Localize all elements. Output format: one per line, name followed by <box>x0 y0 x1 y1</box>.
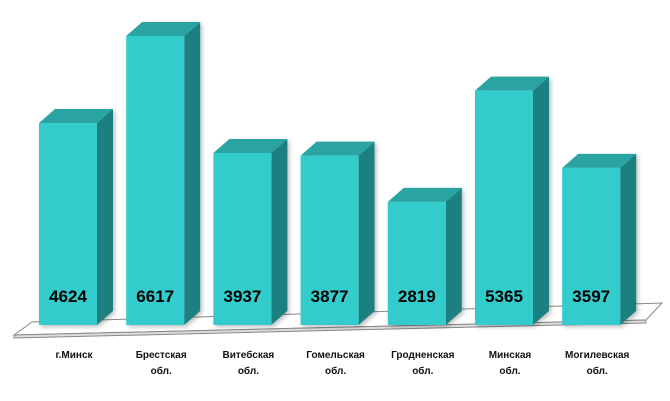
category-label-line: Витебская <box>223 349 275 361</box>
category-label-line: обл. <box>412 365 433 377</box>
category-label-line: обл. <box>587 365 608 377</box>
bar-top <box>300 141 375 156</box>
category-label-line: Гродненская <box>391 350 454 361</box>
bar <box>475 76 549 325</box>
bar-side <box>620 153 637 325</box>
bars <box>39 22 637 325</box>
bar-value-label: 2819 <box>398 287 436 306</box>
bar-front <box>39 123 97 325</box>
bar <box>300 141 375 325</box>
bar-front <box>300 155 359 325</box>
bar-side <box>271 139 288 325</box>
bar-value-label: 3877 <box>311 287 349 306</box>
category-label: Могилевская обл. <box>565 350 630 377</box>
bar-top <box>39 109 113 124</box>
bar-value-label: 3597 <box>572 287 610 306</box>
bar-side <box>97 109 113 325</box>
category-label: Гомельская обл. <box>306 350 365 377</box>
value-labels: 4624 6617 3937 3877 2819 5365 3597 <box>49 287 610 306</box>
bar-front <box>126 36 185 325</box>
bar-side <box>445 187 462 325</box>
category-label: г.Минск <box>55 350 93 361</box>
bar <box>562 153 637 325</box>
bar <box>387 187 462 325</box>
category-label-line: Минская <box>489 350 532 361</box>
category-label: Брестская обл. <box>136 350 187 377</box>
category-label-line: Гомельская <box>306 350 365 361</box>
category-label-line: обл. <box>238 365 259 377</box>
bar-value-label: 5365 <box>485 287 523 306</box>
bar-side <box>533 76 549 325</box>
category-labels: г.Минск Брестская обл.Витебская обл.Гомельс… <box>55 349 629 377</box>
category-label-line: обл. <box>499 365 520 377</box>
bar-top <box>475 76 549 91</box>
bar-front <box>562 167 621 325</box>
bar-top <box>126 22 201 36</box>
bar-top <box>387 187 462 202</box>
bar-value-label: 6617 <box>136 287 174 306</box>
category-label-line: обл. <box>325 365 346 377</box>
category-label-line: Могилевская <box>565 350 630 361</box>
bar-front <box>475 90 533 325</box>
bar-front <box>387 201 446 325</box>
bar-top <box>562 153 637 168</box>
category-label: Витебская обл. <box>223 349 275 377</box>
bar-side <box>358 141 375 325</box>
bar-value-label: 4624 <box>49 287 87 306</box>
bar <box>213 139 288 325</box>
bar <box>126 22 201 325</box>
bar-side <box>184 22 201 325</box>
bar-front <box>213 153 272 325</box>
category-label-line: обл. <box>151 365 172 377</box>
bar <box>39 109 113 325</box>
category-label-line: Брестская <box>136 350 187 361</box>
category-label: Гродненская обл. <box>391 350 454 377</box>
bar-top <box>213 139 288 154</box>
category-label-line: г.Минск <box>55 350 93 361</box>
bar-value-label: 3937 <box>223 287 261 306</box>
category-label: Минская обл. <box>489 350 532 377</box>
